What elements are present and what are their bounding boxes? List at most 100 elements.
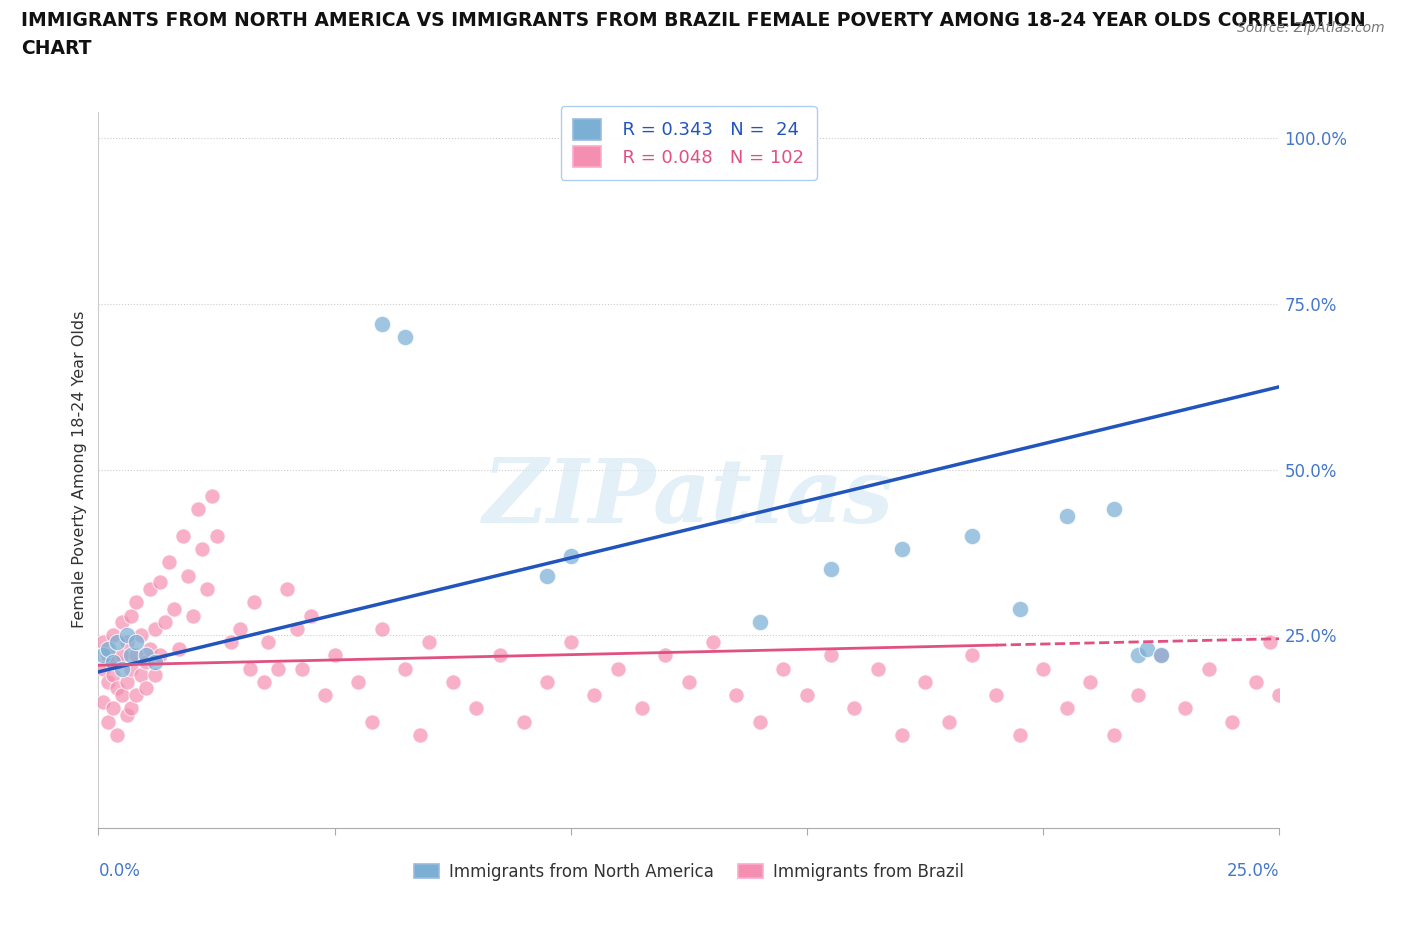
Point [560,549,582,564]
Point [314,687,336,702]
Point [748,714,770,729]
Point [105,634,128,649]
Point [101,668,124,683]
Point [583,687,606,702]
Point [938,714,960,729]
Point [172,528,194,543]
Point [121,661,143,676]
Legend: Immigrants from North America, Immigrants from Brazil: Immigrants from North America, Immigrant… [406,856,972,887]
Point [105,655,128,670]
Point [1174,701,1197,716]
Point [1102,727,1125,742]
Point [1032,661,1054,676]
Point [267,661,290,676]
Point [489,648,512,663]
Point [129,628,152,643]
Point [195,581,218,596]
Point [347,674,370,689]
Point [323,648,346,663]
Point [408,727,430,742]
Y-axis label: Female Poverty Among 18-24 Year Olds: Female Poverty Among 18-24 Year Olds [72,311,87,629]
Point [111,615,134,630]
Point [97,642,120,657]
Point [361,714,384,729]
Point [129,668,152,683]
Point [125,687,148,702]
Point [163,602,186,617]
Point [1220,714,1243,729]
Point [229,621,252,636]
Point [135,655,157,670]
Point [143,668,166,683]
Text: ZIPatlas: ZIPatlas [484,455,894,541]
Point [536,568,558,583]
Point [512,714,534,729]
Point [187,502,209,517]
Point [115,634,138,649]
Point [219,634,242,649]
Point [91,661,114,676]
Point [1258,634,1281,649]
Point [91,634,114,649]
Point [276,581,298,596]
Point [139,581,162,596]
Point [181,608,204,623]
Point [125,634,148,649]
Point [135,681,157,696]
Text: IMMIGRANTS FROM NORTH AMERICA VS IMMIGRANTS FROM BRAZIL FEMALE POVERTY AMONG 18-: IMMIGRANTS FROM NORTH AMERICA VS IMMIGRA… [21,11,1365,30]
Point [962,648,984,663]
Point [157,555,180,570]
Point [1126,687,1149,702]
Point [536,674,558,689]
Point [820,648,842,663]
Point [371,621,394,636]
Point [125,648,148,663]
Point [143,621,166,636]
Point [1136,642,1159,657]
Point [962,528,984,543]
Point [844,701,866,716]
Point [111,687,134,702]
Point [135,648,157,663]
Point [1268,687,1291,702]
Point [796,687,818,702]
Point [253,674,276,689]
Point [115,708,138,723]
Point [167,642,190,657]
Point [91,695,114,710]
Point [914,674,936,689]
Point [465,701,488,716]
Point [1150,648,1173,663]
Point [121,701,143,716]
Point [139,642,162,657]
Text: 0.0%: 0.0% [98,862,141,880]
Point [630,701,652,716]
Point [1102,502,1125,517]
Point [105,681,128,696]
Point [772,661,794,676]
Point [97,714,120,729]
Point [243,595,266,610]
Point [111,661,134,676]
Point [101,655,124,670]
Point [205,528,228,543]
Point [678,674,700,689]
Point [1056,509,1078,524]
Point [121,608,143,623]
Point [984,687,1007,702]
Point [125,595,148,610]
Point [201,489,224,504]
Point [820,562,842,577]
Point [1080,674,1102,689]
Point [654,648,676,663]
Point [121,648,143,663]
Point [239,661,262,676]
Point [560,634,582,649]
Point [115,674,138,689]
Point [607,661,630,676]
Point [725,687,748,702]
Point [290,661,312,676]
Point [1244,674,1267,689]
Point [115,628,138,643]
Point [866,661,889,676]
